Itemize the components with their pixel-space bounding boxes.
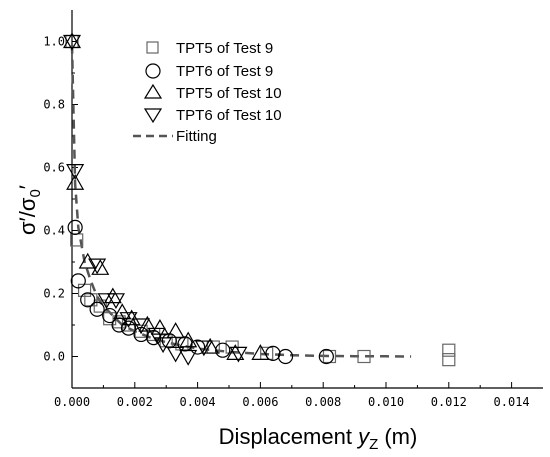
x-tick-label: 0.010 [368, 395, 404, 409]
data-point-triangle-up [150, 318, 169, 335]
data-point-square [442, 353, 456, 367]
data-point-circle [120, 320, 137, 336]
data-point-triangle-down [66, 164, 85, 180]
data-point-triangle-up [179, 331, 198, 348]
y-axis-title-subscript: 0 [27, 189, 44, 197]
data-point-triangle-up [201, 337, 220, 354]
data-point-square [357, 349, 371, 364]
data-point-triangle-up [66, 174, 85, 190]
data-point-triangle-up [78, 252, 97, 269]
legend: TPT5 of Test 9 TPT6 of Test 9 TPT5 of Te… [133, 40, 282, 145]
legend-label-tpt5-test9: TPT5 of Test 9 [176, 40, 273, 57]
x-axis-title-unit: (m) [378, 424, 417, 449]
data-point-triangle-up [166, 322, 185, 338]
legend-marker-square [146, 41, 159, 54]
legend-marker-circle [145, 63, 161, 79]
y-axis-title-main: σ′/σ [15, 197, 40, 235]
data-point-square [93, 299, 107, 313]
data-point-triangle-up [226, 344, 245, 360]
data-point-triangle-down [88, 258, 107, 275]
y-tick-label: 0.4 [43, 224, 65, 238]
y-tick-label: 0.2 [43, 287, 65, 301]
data-point-circle [80, 292, 96, 308]
legend-label-tpt5-test10: TPT5 of Test 10 [176, 85, 282, 102]
data-point-triangle-down [106, 293, 125, 310]
y-axis-title-prime: ′ [15, 185, 40, 189]
y-tick-label: 0.8 [43, 98, 65, 112]
markers-layer [62, 32, 456, 367]
x-tick-label: 0.004 [180, 395, 216, 409]
x-axis-title-main: Displacement [219, 424, 358, 449]
data-point-triangle-up [62, 32, 82, 49]
data-point-triangle-down [154, 337, 173, 354]
data-point-triangle-up [122, 309, 141, 326]
x-axis-title: Displacement yZ (m) [219, 424, 418, 452]
data-point-triangle-up [251, 344, 270, 360]
data-point-triangle-down [119, 312, 138, 328]
data-point-circle [277, 348, 294, 365]
legend-label-fitting: Fitting [176, 128, 217, 145]
data-point-triangle-down [194, 340, 213, 357]
data-point-circle [102, 307, 118, 324]
x-tick-label: 0.002 [117, 395, 153, 409]
legend-label-tpt6-test10: TPT6 of Test 10 [176, 107, 282, 124]
x-tick-label: 0.012 [431, 395, 467, 409]
y-tick-label: 0.0 [43, 350, 65, 364]
x-tick-label: 0.006 [242, 395, 278, 409]
data-point-circle [89, 301, 105, 317]
x-tick-label: 0.014 [494, 395, 530, 409]
data-point-circle [265, 345, 281, 361]
data-point-triangle-up [113, 303, 132, 319]
data-point-triangle-up [91, 259, 110, 275]
fitting-curve [70, 44, 412, 358]
data-point-triangle-down [147, 327, 166, 344]
data-point-square [442, 343, 456, 357]
data-point-circle [215, 342, 231, 358]
x-axis-title-variable: y [356, 424, 371, 449]
data-point-triangle-down [229, 346, 248, 363]
legend-marker-triangle-down [143, 108, 163, 124]
y-tick-label: 1.0 [43, 35, 65, 49]
data-point-triangle-down [179, 349, 198, 366]
axes-layer: 0.000 0.002 0.004 0.006 0.008 0.010 0.012 0.014… [43, 10, 543, 409]
y-tick-label: 0.6 [43, 161, 65, 175]
data-point-triangle-down [97, 293, 116, 310]
data-point-triangle-up [138, 315, 157, 332]
x-tick-label: 0.000 [54, 395, 90, 409]
data-point-triangle-down [132, 318, 151, 335]
data-point-circle [67, 219, 83, 235]
data-point-triangle-down [166, 346, 185, 363]
data-point-circle [318, 348, 334, 365]
legend-marker-triangle-up [143, 83, 163, 99]
data-point-circle [70, 273, 86, 289]
fitting-layer [70, 44, 412, 358]
y-axis-title: σ′/σ0′ [15, 185, 44, 235]
x-tick-label: 0.008 [305, 395, 341, 409]
data-point-triangle-down [62, 34, 82, 51]
x-axis-title-subscript: Z [369, 436, 378, 452]
legend-label-tpt6-test9: TPT6 of Test 9 [176, 63, 273, 80]
